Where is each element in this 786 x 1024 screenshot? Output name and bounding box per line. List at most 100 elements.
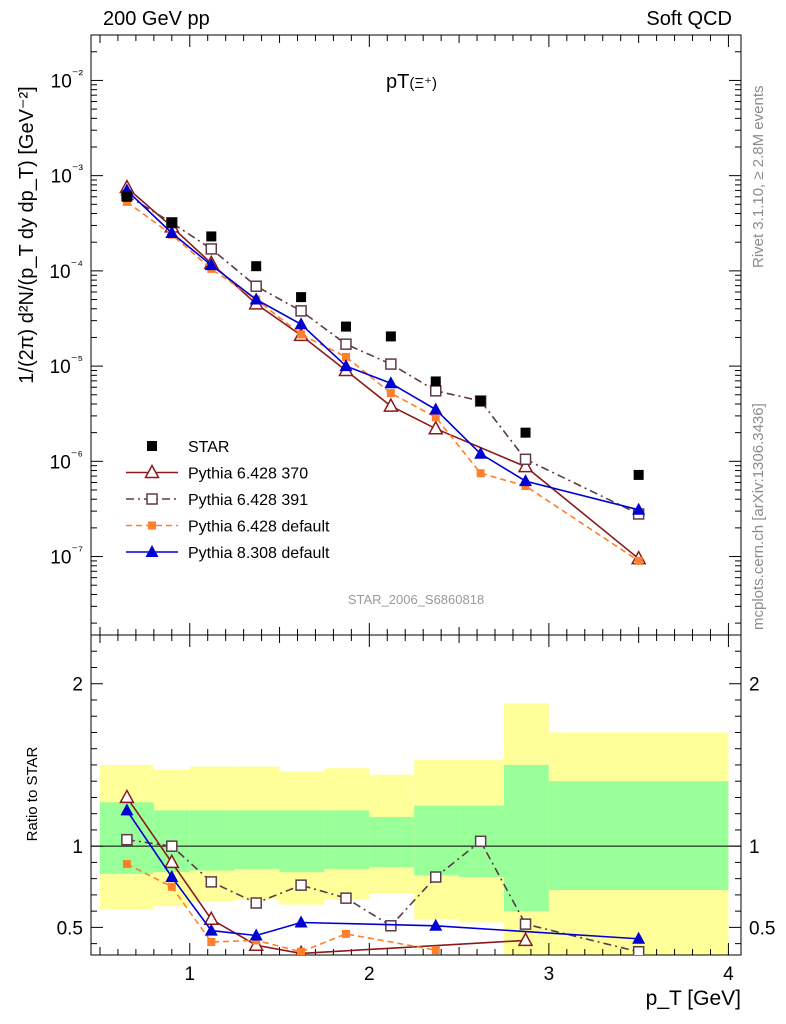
pythia8-default-point (165, 225, 179, 238)
y-tick-label-right: 2 (749, 675, 760, 696)
pythia6-370-point (164, 853, 180, 869)
star-data-point (385, 331, 396, 342)
pythia6-default-point (297, 947, 306, 955)
pythia6-391-point (632, 946, 645, 955)
mcplots-label: mcplots.cern.ch [arXiv:1306.3436] (750, 403, 767, 630)
pythia8-default-line (126, 189, 639, 511)
bottom-panel-axes: 1 2 3 4 0.5 0.5 1 1 2 2 (57, 634, 775, 985)
pythia6-391-point (474, 835, 487, 848)
pythia8-default-point (429, 402, 443, 415)
pythia6-default-point (476, 469, 485, 478)
pythia8-default-point (294, 915, 308, 928)
pythia6-391-point (205, 243, 218, 255)
uncertainty-bands (99, 703, 729, 955)
y-tick-label: 10⁻⁶ (50, 447, 83, 473)
star-data-point (296, 292, 307, 303)
x-tick-label: 2 (364, 964, 375, 985)
star-data-point (475, 396, 486, 407)
pythia6-391-line (126, 838, 639, 953)
legend-marker (146, 493, 158, 505)
y-tick-label: 10⁻⁴ (49, 257, 83, 283)
pythia6-391-point (166, 840, 178, 852)
legend-label: Pythia 8.308 default (188, 545, 330, 562)
rivet-label: Rivet 3.1.10, ≥ 2.8M events (750, 85, 767, 269)
legend-marker (144, 463, 160, 479)
legend-marker (148, 521, 156, 530)
pythia6-default-point (167, 882, 176, 891)
pythia6-370-point (517, 931, 534, 947)
star-data-point (166, 217, 177, 228)
pythia6-default-point (297, 330, 306, 339)
pythia6-391-point (519, 918, 532, 930)
legend-marker (147, 441, 157, 451)
pythia6-370-point (119, 788, 135, 804)
band-inner-2 (189, 810, 235, 871)
pythia8-default-point (474, 446, 488, 459)
pythia6-391-point (250, 280, 262, 292)
chart-title: pT(Ξ⁺) (386, 71, 437, 93)
pythia8-default-point (632, 502, 646, 515)
pythia6-391-point (430, 385, 442, 397)
star-data-point (206, 231, 217, 242)
pythia6-370-point (517, 458, 534, 473)
band-inner-5 (324, 810, 370, 869)
band-inner-7 (414, 805, 460, 876)
legend-label: Pythia 6.428 391 (188, 492, 308, 509)
star-data-point (121, 191, 132, 202)
pythia6-default-point (122, 197, 131, 206)
watermark: STAR_2006_S6860818 (348, 592, 484, 607)
pythia6-391-point (295, 879, 307, 891)
pythia6-391-point (340, 338, 352, 350)
pythia8-default-point (632, 931, 646, 944)
pythia6-default-point (431, 413, 440, 422)
pythia6-default-point (431, 946, 440, 955)
x-axis-label: p_T [GeV] (646, 987, 741, 1010)
bottom-frame (90, 634, 742, 956)
pythia6-391-point (385, 920, 397, 932)
bottom-panel-series (119, 788, 646, 955)
pythia6-default-point (386, 389, 395, 398)
pythia8-default-point (204, 258, 218, 271)
pythia8-default-point (384, 376, 398, 389)
pythia6-default-point (341, 352, 350, 361)
pythia6-370-point (383, 397, 399, 412)
pythia6-default-line (126, 201, 640, 562)
pythia8-default-point (249, 928, 263, 941)
y-tick-label: 0.5 (57, 918, 83, 939)
band-inner-9 (503, 764, 549, 912)
star-data-point (633, 469, 644, 480)
y-axis-label-top: 1/(2π) d²N/(p_T dy dp_T) [GeV⁻²] (16, 86, 38, 383)
pythia8-default-point (339, 359, 353, 372)
y-tick-label-right: 0.5 (749, 918, 775, 939)
pythia8-default-point (294, 317, 308, 330)
pythia6-370-point (427, 420, 444, 435)
pythia6-391-point (385, 358, 397, 370)
legend-label: Pythia 6.428 default (188, 519, 330, 536)
y-tick-label: 1 (72, 837, 83, 858)
y-tick-label: 10⁻⁵ (50, 352, 83, 378)
star-data-point (340, 321, 351, 332)
star-data-point (430, 376, 441, 387)
band-inner-3 (234, 810, 280, 869)
x-tick-label: 1 (184, 964, 195, 985)
header-left: 200 GeV pp (103, 8, 210, 30)
pythia6-391-point (205, 876, 218, 888)
pythia6-391-point (519, 453, 532, 466)
star-data-point (251, 261, 262, 272)
plot-text: pT(Ξ⁺) STAR_2006_S6860818 1/(2π) d²N/(p_T … (16, 71, 741, 1010)
y-tick-label: 2 (72, 675, 83, 696)
pythia8-default-point (429, 918, 443, 931)
y-axis-label-bottom: Ratio to STAR (24, 746, 41, 841)
legend-label: Pythia 6.428 370 (188, 466, 308, 483)
band-inner-4 (279, 810, 325, 873)
pythia6-default-point (207, 938, 216, 947)
legend-marker (145, 545, 159, 557)
pythia6-391-point (430, 871, 442, 883)
band-inner-10 (548, 781, 729, 891)
band-inner-6 (369, 816, 415, 868)
y-tick-label: 10⁻³ (51, 162, 84, 188)
pythia6-default-point (341, 929, 350, 938)
pythia6-391-point (340, 892, 352, 904)
top-panel-series (119, 178, 647, 565)
